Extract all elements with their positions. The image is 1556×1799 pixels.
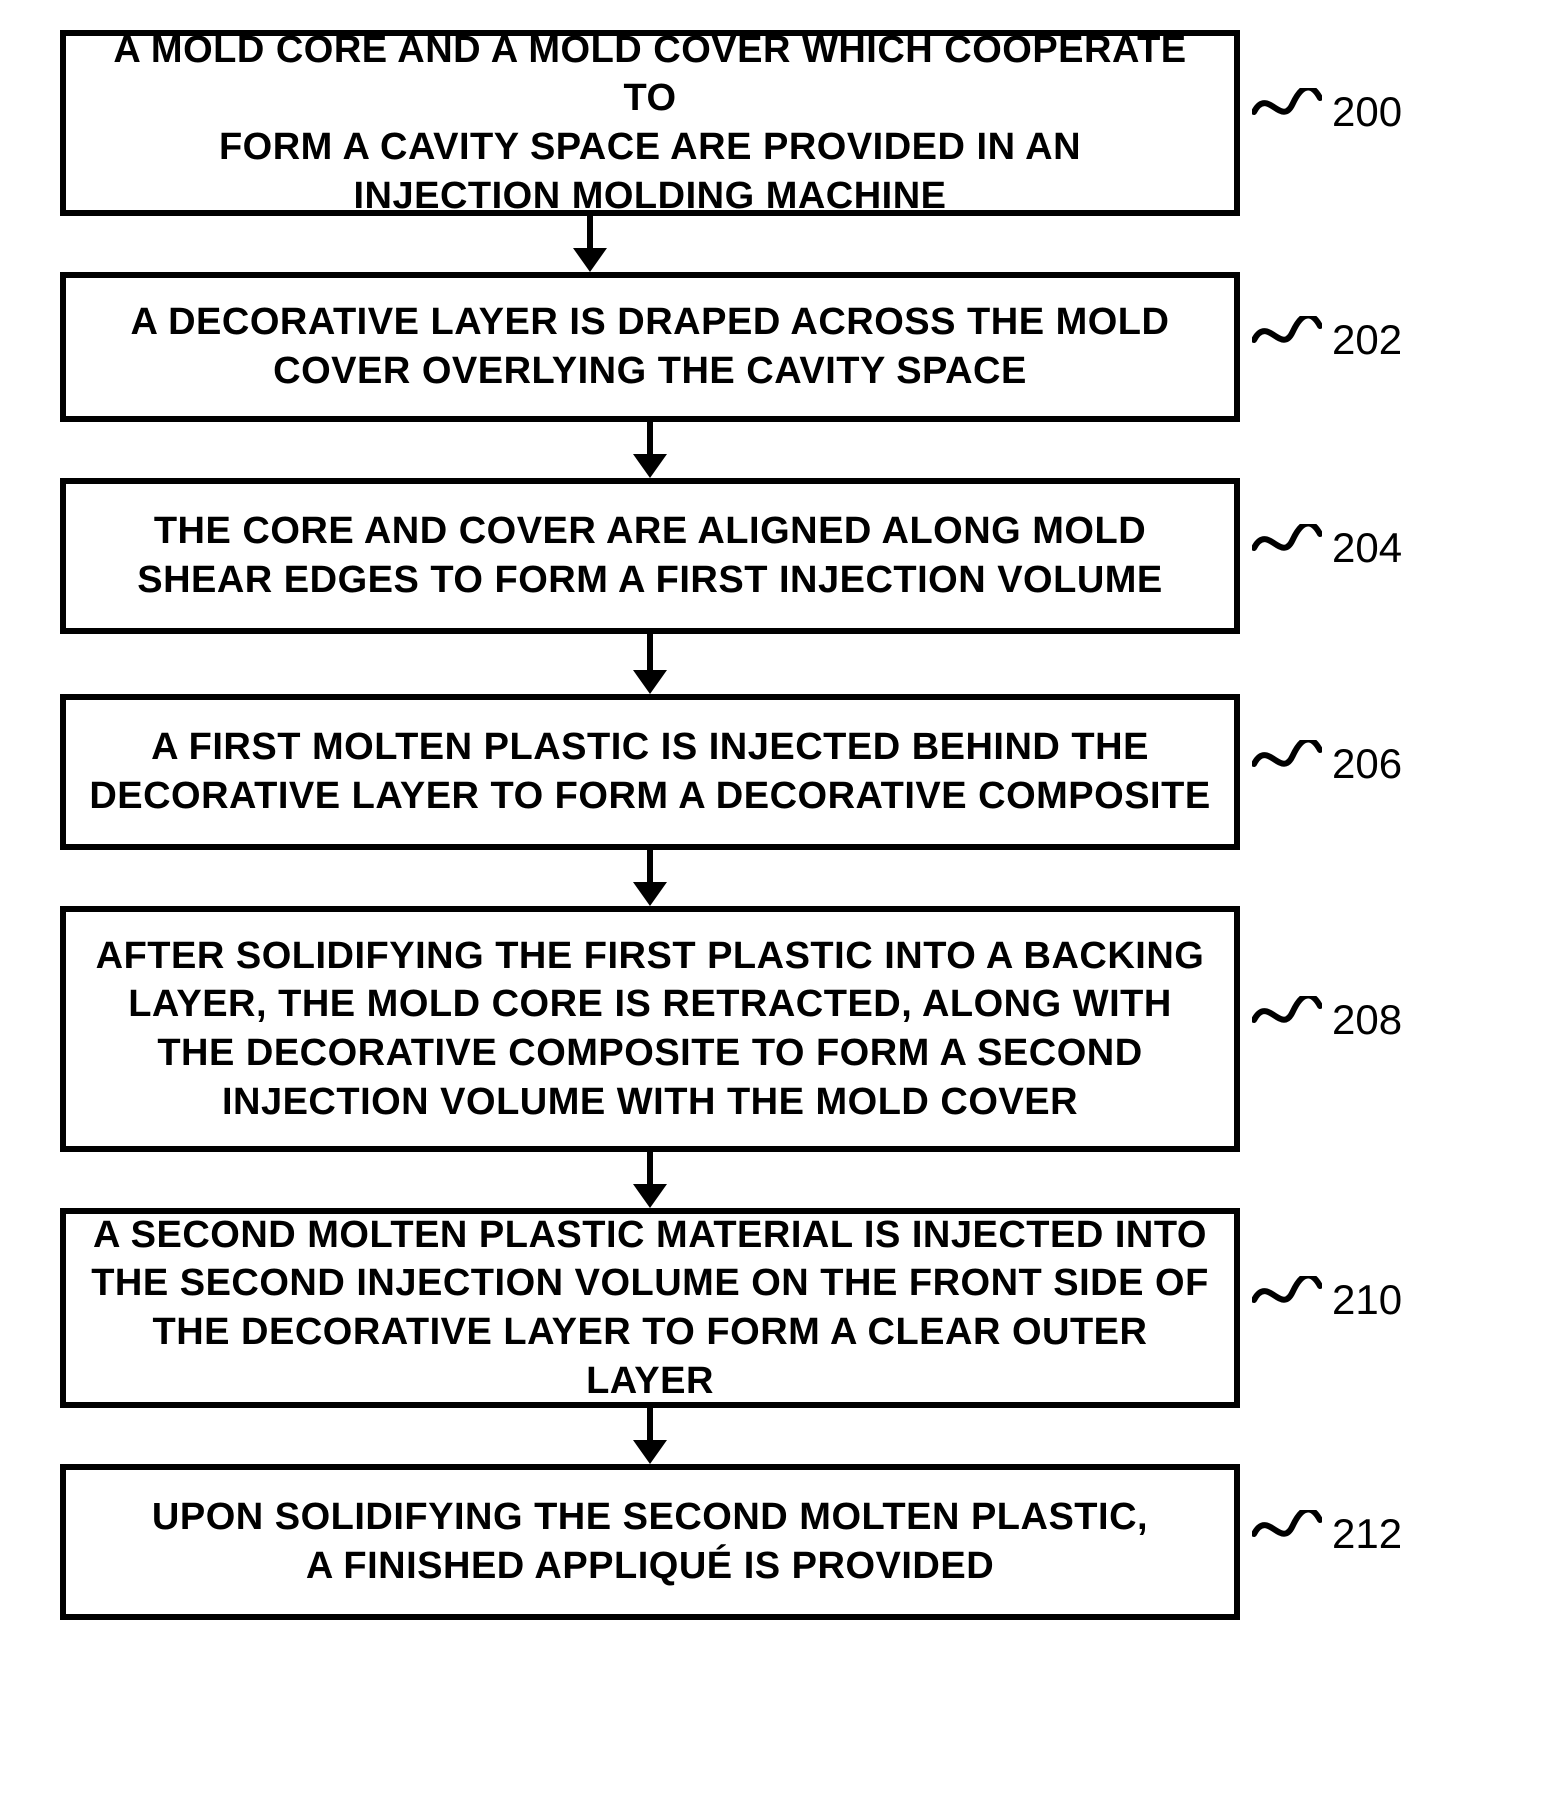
flow-arrow: [0, 634, 1556, 694]
flow-arrow: [0, 850, 1556, 906]
step-ref-label: 202: [1332, 316, 1402, 364]
flow-step-row: A FIRST MOLTEN PLASTIC IS INJECTED BEHIN…: [0, 694, 1556, 850]
flow-step-row: A DECORATIVE LAYER IS DRAPED ACROSS THE …: [0, 272, 1556, 422]
flow-step-text: UPON SOLIDIFYING THE SECOND MOLTEN PLAST…: [152, 1493, 1148, 1590]
flow-arrow: [0, 422, 1556, 478]
flowchart-canvas: A MOLD CORE AND A MOLD COVER WHICH COOPE…: [0, 0, 1556, 1799]
flow-arrow: [0, 216, 1556, 272]
flow-step-box: A SECOND MOLTEN PLASTIC MATERIAL IS INJE…: [60, 1208, 1240, 1408]
flow-step-box: UPON SOLIDIFYING THE SECOND MOLTEN PLAST…: [60, 1464, 1240, 1620]
flow-step-row: AFTER SOLIDIFYING THE FIRST PLASTIC INTO…: [0, 906, 1556, 1152]
flow-step-row: A SECOND MOLTEN PLASTIC MATERIAL IS INJE…: [0, 1208, 1556, 1408]
flow-step-text: A FIRST MOLTEN PLASTIC IS INJECTED BEHIN…: [89, 723, 1210, 820]
flow-step-box: A MOLD CORE AND A MOLD COVER WHICH COOPE…: [60, 30, 1240, 216]
flow-step-row: THE CORE AND COVER ARE ALIGNED ALONG MOL…: [0, 478, 1556, 634]
flow-arrow: [0, 1408, 1556, 1464]
flow-step-box: A FIRST MOLTEN PLASTIC IS INJECTED BEHIN…: [60, 694, 1240, 850]
flow-step-text: THE CORE AND COVER ARE ALIGNED ALONG MOL…: [137, 507, 1163, 604]
step-ref-label: 200: [1332, 88, 1402, 136]
flow-step-text: AFTER SOLIDIFYING THE FIRST PLASTIC INTO…: [96, 932, 1205, 1127]
flow-step-text: A MOLD CORE AND A MOLD COVER WHICH COOPE…: [86, 26, 1214, 221]
flow-step-text: A SECOND MOLTEN PLASTIC MATERIAL IS INJE…: [86, 1211, 1214, 1406]
flow-arrow: [0, 1152, 1556, 1208]
step-ref-label: 206: [1332, 740, 1402, 788]
flow-step-box: THE CORE AND COVER ARE ALIGNED ALONG MOL…: [60, 478, 1240, 634]
flow-step-box: A DECORATIVE LAYER IS DRAPED ACROSS THE …: [60, 272, 1240, 422]
step-ref-label: 212: [1332, 1510, 1402, 1558]
flow-step-text: A DECORATIVE LAYER IS DRAPED ACROSS THE …: [131, 298, 1170, 395]
flow-step-box: AFTER SOLIDIFYING THE FIRST PLASTIC INTO…: [60, 906, 1240, 1152]
step-ref-label: 208: [1332, 996, 1402, 1044]
flow-step-row: UPON SOLIDIFYING THE SECOND MOLTEN PLAST…: [0, 1464, 1556, 1620]
step-ref-label: 204: [1332, 524, 1402, 572]
step-ref-label: 210: [1332, 1276, 1402, 1324]
flow-step-row: A MOLD CORE AND A MOLD COVER WHICH COOPE…: [0, 30, 1556, 216]
